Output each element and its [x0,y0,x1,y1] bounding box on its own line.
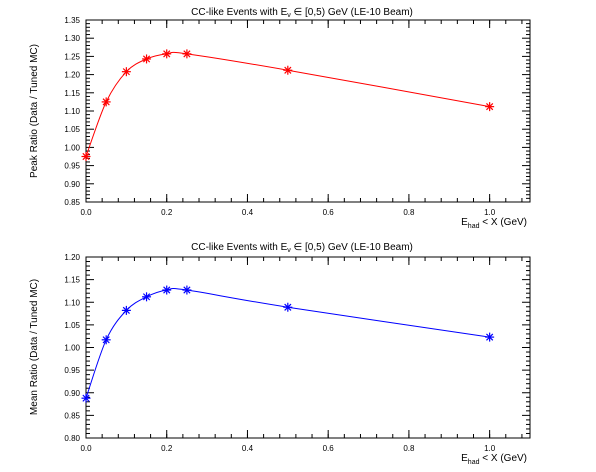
mean-data-point [142,292,152,302]
peak-data-point [283,65,293,75]
mean-x-tick-label: 0.2 [161,444,173,453]
peak-chart-title: CC-like Events with Eν ∈ [0,5) GeV (LE-1… [191,7,413,19]
mean-y-tick-label: 1.15 [64,276,80,285]
mean-y-tick-label: 0.85 [64,411,80,420]
peak-x-tick-label: 0.6 [323,208,335,217]
peak-y-tick-label: 0.85 [64,198,80,207]
peak-x-tick-label: 0.8 [403,208,415,217]
peak-data-point [142,54,152,64]
peak-y-tick-label: 0.90 [64,180,80,189]
peak-data-point [121,67,131,77]
mean-chart-title: CC-like Events with Eν ∈ [0,5) GeV (LE-1… [191,242,413,254]
mean-axes-ticks [85,256,530,439]
mean-ratio-markers [81,285,495,403]
peak-x-tick-label: 0.0 [80,208,92,217]
peak-x-tick-label: 0.4 [242,208,254,217]
mean-data-point [162,285,172,295]
peak-y-tick-label: 1.20 [64,71,80,80]
mean-ratio-chart: CC-like Events with Eν ∈ [0,5) GeV (LE-1… [29,242,531,466]
peak-axes-ticks [85,19,530,203]
peak-y-tick-label: 1.05 [64,125,80,134]
peak-data-point [162,49,172,59]
peak-y-tick-label: 1.35 [64,16,80,25]
mean-data-point [283,302,293,312]
peak-x-axis-label: Ehad < X (GeV) [461,217,527,230]
peak-data-point [101,97,111,107]
peak-x-tick-label: 0.2 [161,208,173,217]
mean-y-tick-labels: 0.80 0.85 0.90 0.95 1.00 1.05 1.10 1.15 1.20 [64,253,80,443]
peak-y-tick-labels: 0.85 0.90 0.95 1.00 1.05 1.10 1.15 1.20 1.25 1.30… [64,16,80,207]
mean-data-point [182,285,192,295]
peak-x-tick-label: 1.0 [484,208,496,217]
mean-data-point [485,332,495,342]
mean-x-tick-label: 0.0 [80,444,92,453]
peak-x-tick-labels: 0.0 0.2 0.4 0.6 0.8 1.0 [80,208,495,217]
peak-y-tick-label: 1.30 [64,34,80,43]
peak-y-tick-label: 1.25 [64,52,80,61]
mean-x-tick-label: 1.0 [484,444,496,453]
peak-ratio-markers [81,49,495,161]
mean-x-tick-label: 0.4 [242,444,254,453]
mean-y-tick-label: 0.90 [64,389,80,398]
peak-ratio-chart: CC-like Events with Eν ∈ [0,5) GeV (LE-1… [29,7,531,230]
mean-data-point [121,305,131,315]
mean-x-axis-label: Ehad < X (GeV) [461,453,527,466]
mean-y-tick-label: 0.80 [64,434,80,443]
peak-y-tick-label: 1.00 [64,143,80,152]
mean-data-point [101,335,111,345]
peak-y-axis-label: Peak Ratio (Data / Tuned MC) [29,44,40,178]
peak-data-point [485,102,495,112]
peak-plot-frame [85,19,531,203]
peak-data-point [81,152,91,161]
mean-y-tick-label: 1.00 [64,344,80,353]
mean-y-tick-label: 1.20 [64,253,80,262]
mean-y-tick-label: 1.05 [64,321,80,330]
mean-y-axis-label: Mean Ratio (Data / Tuned MC) [29,279,40,415]
peak-y-tick-label: 0.95 [64,162,80,171]
mean-y-tick-label: 0.95 [64,366,80,375]
mean-x-tick-label: 0.6 [323,444,335,453]
peak-y-tick-label: 1.10 [64,107,80,116]
mean-plot-frame [85,256,531,439]
mean-x-tick-label: 0.8 [403,444,415,453]
mean-x-tick-labels: 0.0 0.2 0.4 0.6 0.8 1.0 [80,444,495,453]
peak-y-tick-label: 1.15 [64,89,80,98]
mean-y-tick-label: 1.10 [64,298,80,307]
peak-data-point [182,49,192,59]
mean-data-point [81,393,91,403]
